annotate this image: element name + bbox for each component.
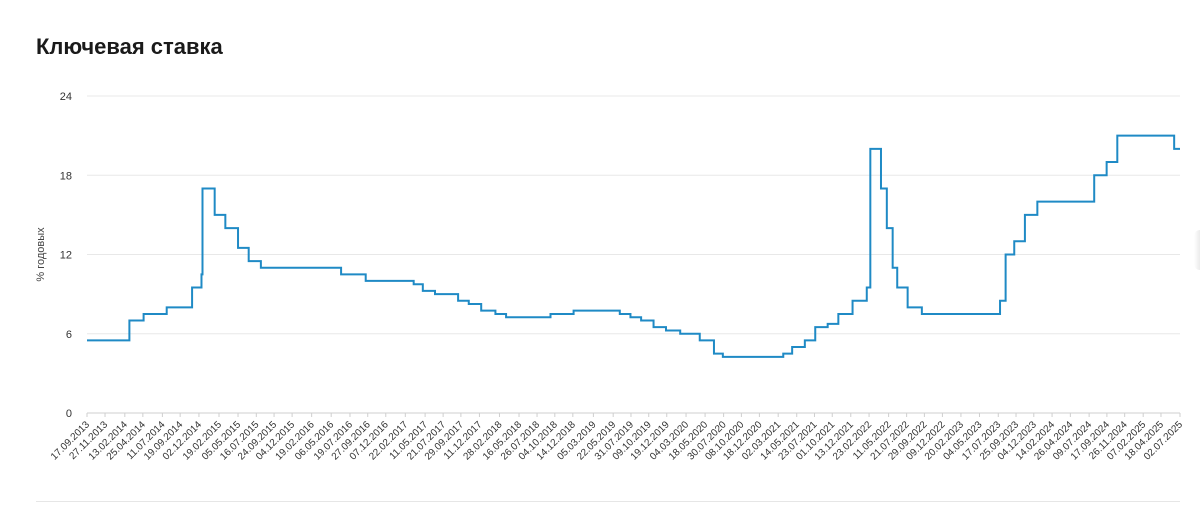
series-line-key-rate: [87, 134, 1180, 358]
bottom-divider: [36, 501, 1180, 502]
y-tick-label: 6: [66, 329, 72, 341]
y-axis-label: % годовых: [35, 227, 47, 282]
y-tick-label: 18: [60, 170, 72, 182]
y-tick-label: 0: [66, 408, 72, 420]
page-title: Ключевая ставка: [36, 34, 223, 59]
y-tick-label: 12: [60, 250, 72, 262]
y-tick-label: 24: [60, 91, 72, 103]
scroll-edge-shadow: [1194, 230, 1200, 270]
